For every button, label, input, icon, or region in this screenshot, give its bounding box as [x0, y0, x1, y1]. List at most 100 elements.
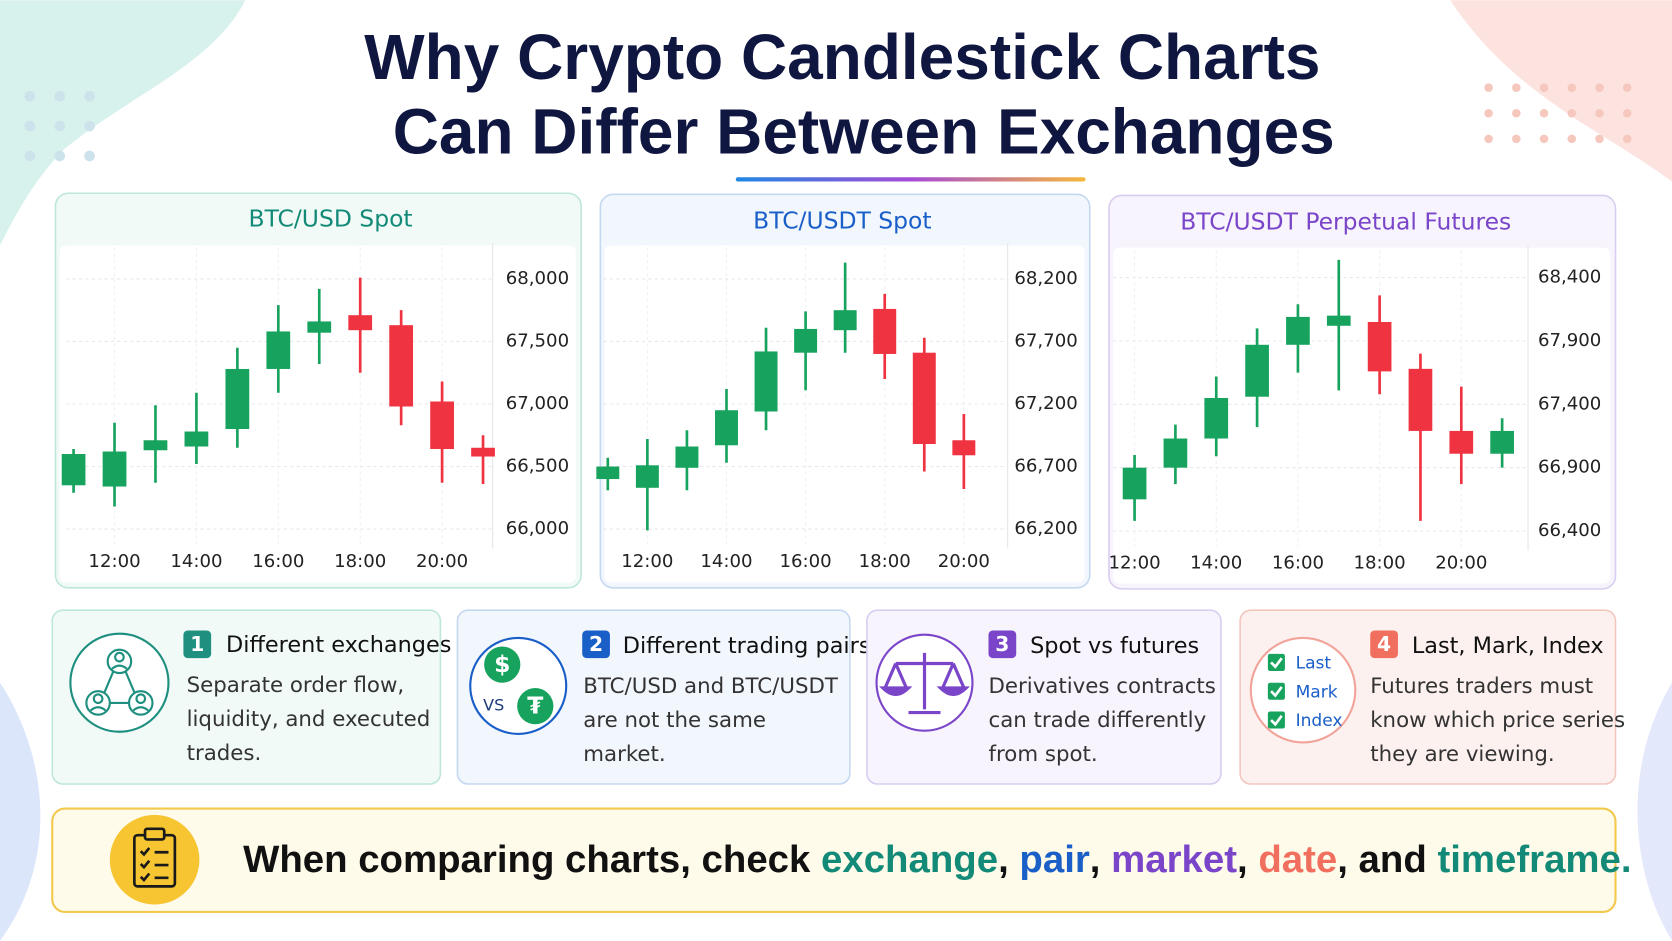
y-tick-label: 68,400	[1538, 267, 1601, 288]
plot-area	[1113, 247, 1611, 584]
candle-body	[61, 454, 86, 486]
icon	[469, 636, 568, 735]
candle-body	[794, 328, 818, 353]
candle-body	[471, 447, 495, 457]
footer-segment: timeframe.	[1437, 838, 1631, 881]
x-tick-label: 18:00	[1354, 552, 1406, 573]
y-tick-label: 67,500	[506, 330, 569, 351]
candle-body	[307, 321, 332, 333]
scale-icon	[879, 652, 970, 715]
candle-body	[912, 352, 936, 445]
card-body: are not the same	[583, 708, 766, 733]
x-tick-label: 16:00	[780, 551, 832, 572]
candle-body	[389, 325, 414, 407]
y-tick-label: 66,700	[1014, 456, 1077, 477]
footer-segment: ,	[1237, 838, 1258, 881]
footer-box	[51, 807, 1617, 914]
x-tick-label: 20:00	[416, 551, 468, 572]
y-tick-label: 68,000	[506, 268, 569, 289]
icon-text: $	[494, 650, 510, 678]
icon-text: Index	[1296, 711, 1343, 731]
icon-text: Mark	[1296, 682, 1338, 702]
chart-title: BTC/USD Spot	[249, 204, 413, 232]
candle-body	[1326, 315, 1351, 326]
candle-body	[1204, 397, 1229, 439]
candle-body	[1367, 321, 1392, 372]
candle-body	[833, 310, 857, 331]
cards: 1 Different exchanges Separate order flo…	[51, 609, 1625, 785]
plot-area	[604, 245, 1085, 583]
x-tick-label: 16:00	[252, 551, 304, 572]
footer-segment: ,	[998, 838, 1019, 881]
x-tick-label: 12:00	[621, 551, 673, 572]
card-body: trades.	[187, 741, 262, 766]
card-body: Derivatives contracts	[988, 674, 1215, 699]
candle-body	[184, 431, 209, 447]
y-tick-label: 66,400	[1538, 520, 1601, 541]
footer-segment: date	[1258, 838, 1337, 881]
candle-body	[102, 451, 127, 487]
y-tick-label: 67,000	[506, 393, 569, 414]
candle-body	[873, 308, 897, 354]
y-tick-label: 67,400	[1538, 393, 1601, 414]
x-tick-label: 14:00	[700, 551, 752, 572]
candle-body	[635, 465, 659, 488]
candle-body	[1449, 430, 1474, 454]
badge	[988, 630, 1017, 659]
icon	[517, 688, 554, 725]
card-body: know which price series	[1370, 708, 1625, 733]
candle-body	[715, 410, 738, 446]
candle-body	[1408, 368, 1433, 431]
y-tick-label: 68,200	[1014, 268, 1077, 289]
chart-title: BTC/USDT Spot	[753, 207, 931, 235]
candle-body	[1163, 438, 1188, 468]
candle-body	[266, 331, 291, 369]
y-tick-label: 66,000	[506, 518, 569, 539]
footer-segment: exchange	[821, 838, 998, 881]
title-line: Why Crypto Candlestick Charts	[364, 21, 1320, 93]
candle-body	[675, 446, 699, 468]
candle-body	[952, 440, 976, 456]
icon-text: ₮	[527, 692, 544, 720]
network-icon	[85, 648, 154, 716]
candle-body	[596, 466, 620, 480]
card-body: BTC/USD and BTC/USDT	[583, 674, 839, 699]
footer-segment: , and	[1337, 838, 1437, 881]
footer-segment: ,	[1090, 838, 1111, 881]
card-number: 4	[1377, 632, 1391, 656]
y-tick-label: 66,500	[506, 456, 569, 477]
chart-panels: BTC/USD Spot BTC/USDT Spot BTC/USDT Perp…	[54, 192, 1617, 590]
card-body: market.	[583, 742, 665, 767]
badge	[582, 630, 610, 659]
card-heading: Different trading pairs	[623, 633, 871, 659]
card-number: 1	[190, 632, 204, 656]
candle-body	[1122, 467, 1147, 500]
card-body: can trade differently	[988, 708, 1206, 733]
card-heading: Spot vs futures	[1030, 633, 1199, 659]
badge	[1370, 630, 1398, 659]
card-number: 3	[995, 632, 1009, 656]
x-tick-label: 18:00	[859, 551, 911, 572]
card-heading: Last, Mark, Index	[1412, 633, 1604, 659]
footer-text: When comparing charts, check exchange, p…	[243, 838, 1631, 881]
card-body: Futures traders must	[1370, 674, 1593, 699]
x-tick-label: 20:00	[1435, 552, 1487, 573]
card-body: liquidity, and executed	[187, 707, 431, 732]
x-tick-label: 12:00	[88, 551, 140, 572]
footer-segment: market	[1111, 838, 1237, 881]
x-tick-label: 16:00	[1272, 552, 1324, 573]
checkbox-icons	[1267, 653, 1285, 729]
card	[456, 609, 851, 785]
footer: When comparing charts, check exchange, p…	[51, 807, 1632, 914]
x-tick-label: 12:00	[1108, 552, 1160, 573]
footer-segment: When comparing charts, check	[243, 838, 821, 881]
candle-body	[143, 440, 168, 451]
y-tick-label: 67,900	[1538, 330, 1601, 351]
card-body: they are viewing.	[1370, 742, 1554, 767]
title-underline	[735, 177, 1086, 182]
icon-text: VS	[483, 696, 504, 715]
clipboard-icon	[133, 827, 177, 888]
card-number: 2	[589, 632, 603, 656]
